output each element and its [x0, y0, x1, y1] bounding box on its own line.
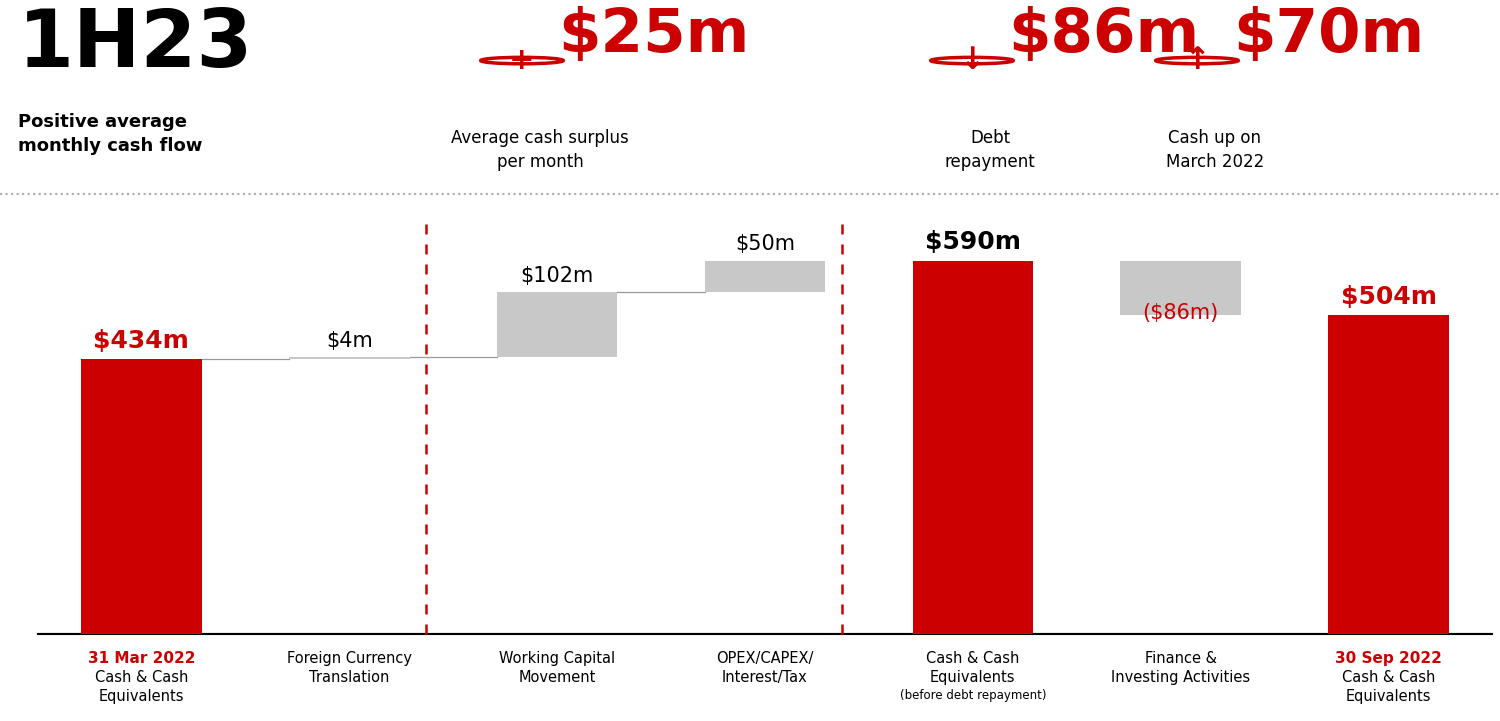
Bar	[912, 261, 1034, 634]
Bar	[705, 261, 825, 292]
Text: ↓: ↓	[960, 46, 984, 75]
Text: Cash & Cash: Cash & Cash	[94, 670, 188, 685]
Text: Equivalents: Equivalents	[1346, 689, 1431, 704]
Text: $102m: $102m	[520, 266, 594, 286]
Text: Cash up on
March 2022: Cash up on March 2022	[1166, 129, 1264, 171]
Text: ($86m): ($86m)	[1143, 303, 1220, 323]
Text: (before debt repayment): (before debt repayment)	[900, 689, 1046, 702]
Bar	[1120, 261, 1240, 315]
Text: Average cash surplus
per month: Average cash surplus per month	[452, 129, 628, 171]
Text: Interest/Tax: Interest/Tax	[722, 670, 809, 685]
Bar	[1329, 315, 1449, 634]
Text: OPEX/CAPEX/: OPEX/CAPEX/	[717, 651, 813, 666]
Text: Cash & Cash: Cash & Cash	[926, 651, 1020, 666]
Text: Movement: Movement	[519, 670, 596, 685]
Text: $70m: $70m	[1233, 6, 1425, 65]
Text: $590m: $590m	[926, 230, 1022, 255]
Text: $4m: $4m	[326, 331, 372, 350]
Text: 31 Mar 2022: 31 Mar 2022	[87, 651, 195, 666]
Text: $434m: $434m	[93, 329, 189, 353]
Text: $50m: $50m	[735, 234, 795, 255]
Text: 30 Sep 2022: 30 Sep 2022	[1335, 651, 1442, 666]
Text: $86m: $86m	[1008, 6, 1200, 65]
Text: $25m: $25m	[558, 6, 750, 65]
Text: Foreign Currency: Foreign Currency	[286, 651, 412, 666]
Bar	[496, 292, 618, 357]
Text: Equivalents: Equivalents	[99, 689, 184, 704]
Text: Finance &: Finance &	[1144, 651, 1216, 666]
Text: Debt
repayment: Debt repayment	[945, 129, 1035, 171]
Text: Working Capital: Working Capital	[500, 651, 615, 666]
Text: 1H23: 1H23	[18, 6, 254, 84]
Text: Translation: Translation	[309, 670, 390, 685]
Bar	[81, 360, 201, 634]
Text: Investing Activities: Investing Activities	[1112, 670, 1251, 685]
Text: ↑: ↑	[1185, 46, 1209, 75]
Text: +: +	[509, 46, 536, 75]
Text: $504m: $504m	[1341, 285, 1437, 309]
Bar	[290, 357, 410, 360]
Text: Equivalents: Equivalents	[930, 670, 1016, 685]
Text: Positive average
monthly cash flow: Positive average monthly cash flow	[18, 113, 203, 154]
Text: Cash & Cash: Cash & Cash	[1342, 670, 1436, 685]
